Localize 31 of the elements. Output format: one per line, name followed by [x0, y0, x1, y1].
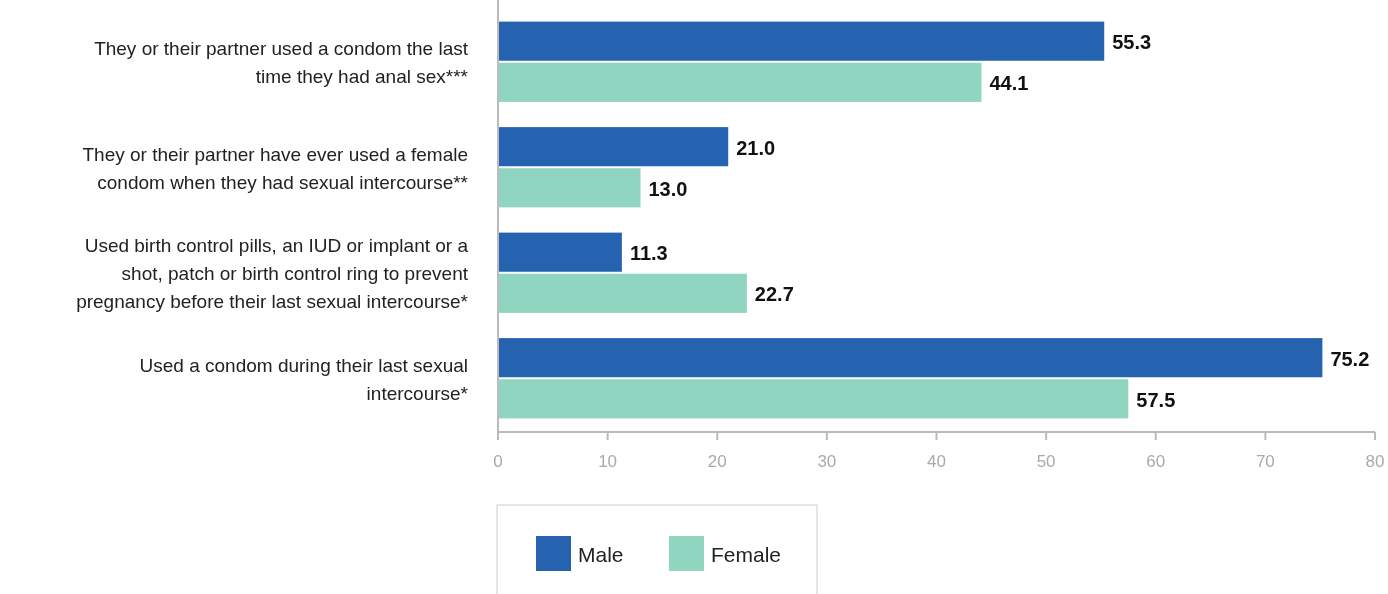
text: 11.3	[629, 242, 668, 265]
legend-label: Male	[578, 542, 624, 566]
bar	[498, 62, 982, 102]
bar	[498, 379, 1129, 419]
x-tick-label: 40	[927, 452, 946, 471]
x-tick-label: 50	[1036, 452, 1056, 471]
x-tick-label: 30	[817, 452, 837, 471]
text: 22.7	[754, 283, 794, 306]
bar	[498, 232, 622, 272]
x-tick-label: 10	[598, 452, 618, 471]
y-tick-label: They or their partner have ever used a female condom when they had sexual intercourse**	[82, 143, 469, 193]
x-tick-label: 70	[1255, 452, 1275, 471]
text: 44.1	[989, 72, 1029, 95]
x-tick-label: 60	[1146, 452, 1166, 471]
bar	[498, 127, 729, 167]
y-tick-label: Used a condom during their last sexual intercourse*	[139, 354, 469, 404]
y-tick-label: Used birth control pills, an IUD or implant or a shot, patch or birth control ring to prevent pregnancy before their last sexual intercourse*	[76, 235, 469, 313]
text: 57.5	[1136, 388, 1176, 411]
text: 13.0	[648, 177, 688, 200]
text: 21.0	[736, 136, 776, 159]
text: 75.2	[1330, 347, 1370, 370]
bar	[498, 338, 1323, 378]
bar	[498, 21, 1105, 61]
y-tick-label: They or their partner used a condom the last time they had anal sex***	[94, 38, 469, 88]
bar	[498, 273, 747, 313]
x-tick-label: 80	[1365, 452, 1385, 471]
x-tick-label: 0	[493, 452, 503, 471]
text: 55.3	[1112, 31, 1152, 54]
legend-label: Female	[711, 542, 782, 566]
x-tick-label: 20	[707, 452, 727, 471]
bar	[498, 168, 641, 208]
